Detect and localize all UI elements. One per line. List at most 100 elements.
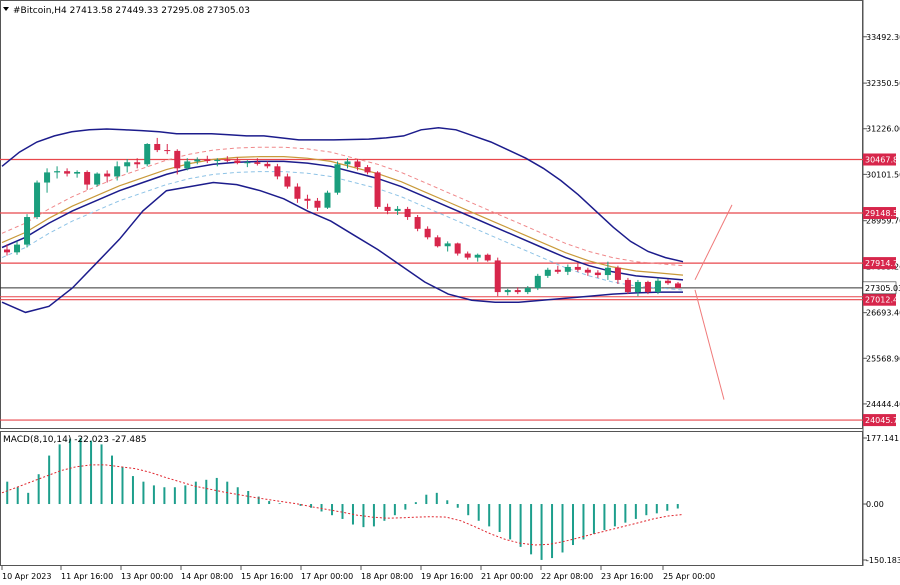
candle-bear (554, 269, 561, 272)
candle-bear (464, 253, 471, 258)
bollinger-upper-line (1, 127, 684, 263)
price-tick-label: 31226.00 (866, 125, 900, 134)
macd-tick-label: 0.00 (866, 500, 884, 509)
candle-bear (414, 217, 421, 229)
candle-bear (374, 172, 381, 207)
projection-up-line (694, 204, 733, 281)
triangle-down-icon[interactable] (3, 7, 9, 11)
time-tick-label: 15 Apr 16:00 (241, 572, 293, 581)
candle-bull (534, 275, 541, 289)
level-tag-label: 29148.57 (865, 209, 900, 218)
price-tick-label: 33492.30 (866, 33, 900, 42)
level-tag-label: 27012.44 (865, 296, 900, 305)
candle-bull (474, 254, 481, 258)
macd-frame (0, 431, 863, 566)
candle-bull (34, 182, 41, 218)
level-tag (863, 153, 896, 166)
candle-bear (434, 237, 441, 247)
candle-bull (124, 162, 131, 167)
projection-lines (694, 204, 733, 400)
level-tag (863, 257, 896, 270)
bollinger-mid-line (1, 160, 684, 281)
candle-bull (654, 280, 661, 293)
candle-bear (454, 243, 461, 254)
candle-bull (394, 208, 401, 211)
candle-bear (664, 280, 671, 284)
horizontal-levels (0, 158, 863, 421)
ma-orange-line (1, 156, 684, 276)
candle-bear (494, 260, 501, 293)
candle-bull (74, 171, 81, 174)
time-tick-label: 25 Apr 00:00 (663, 572, 715, 581)
time-axis: 10 Apr 2023 11 Apr 16:00 13 Apr 00:00 14 Ap… (1, 566, 715, 581)
price-tick-label: 30101.50 (866, 170, 900, 179)
projection-down-line (694, 289, 725, 400)
macd-panel: 177.141 0.00 -150.183 (1, 434, 900, 565)
price-tick-label: 32350.50 (866, 79, 900, 88)
chart-frame (0, 0, 863, 429)
candle-bull (184, 161, 191, 169)
candle-bull (214, 159, 221, 162)
candle-bull (504, 290, 511, 293)
candle-bull (334, 164, 341, 193)
time-tick-label: 11 Apr 16:00 (61, 572, 113, 581)
chart-title: #Bitcoin,H4 27413.58 27449.33 27295.08 2… (13, 6, 250, 16)
time-tick-label: 18 Apr 08:00 (361, 572, 413, 581)
candle-bear (404, 208, 411, 218)
level-tag-label: 30467.86 (865, 155, 900, 164)
price-tick-label: 28959.70 (866, 217, 900, 226)
time-tick-label: 13 Apr 00:00 (121, 572, 173, 581)
candle-bull (194, 159, 201, 162)
candles (4, 137, 681, 297)
candle-bear (234, 160, 241, 164)
candle-bear (424, 228, 431, 238)
level-tag (863, 207, 896, 220)
candle-bear (354, 161, 361, 168)
candle-bear (644, 281, 651, 293)
candle-bear (264, 163, 271, 167)
time-tick-label: 23 Apr 16:00 (601, 572, 653, 581)
candle-bear (574, 266, 581, 270)
candle-bear (484, 254, 491, 261)
candle-bear (4, 249, 11, 253)
candle-bull (564, 266, 571, 272)
candle-bear (254, 162, 261, 164)
macd-tick-label: -150.183 (866, 556, 900, 565)
candle-bull (54, 171, 61, 173)
candle-bear (84, 171, 91, 185)
price-tick-label: 25568.90 (866, 354, 900, 363)
time-tick-label: 10 Apr 2023 (2, 572, 51, 581)
level-tag-label: 27914.76 (865, 259, 900, 268)
current-price-tag (862, 281, 897, 295)
candle-bull (604, 267, 611, 276)
candle-bear (364, 167, 371, 173)
candle-bull (344, 161, 351, 165)
level-tag (863, 293, 896, 306)
candle-bear (314, 200, 321, 208)
candle-bull (444, 243, 451, 247)
time-tick-label: 14 Apr 08:00 (181, 572, 233, 581)
candle-bear (64, 171, 71, 174)
candle-bear (594, 272, 601, 276)
candle-bear (224, 159, 231, 161)
macd-tick-label: 177.141 (866, 434, 899, 443)
time-tick-label: 22 Apr 08:00 (541, 572, 593, 581)
price-axis: 33492.30 32350.50 31226.00 30101.50 28959.70… (862, 33, 900, 427)
candle-bear (174, 150, 181, 169)
candle-bear (674, 283, 681, 288)
candle-bear (304, 198, 311, 201)
time-tick-label: 19 Apr 16:00 (421, 572, 473, 581)
macd-label: MACD(8,10,14) -22.023 -27.485 (3, 435, 147, 445)
ma-red-dashed-line (1, 146, 684, 267)
bollinger-lower-line (1, 181, 683, 314)
candle-bear (514, 290, 521, 293)
current-price-label: 27305.03 (865, 284, 900, 293)
candle-bear (104, 173, 111, 177)
candle-bear (134, 162, 141, 165)
price-tick-label: 24444.40 (866, 400, 900, 409)
candle-bull (94, 173, 101, 185)
price-tick-label: 26693.40 (866, 309, 900, 318)
candle-bear (284, 176, 291, 187)
candle-bear (614, 267, 621, 280)
